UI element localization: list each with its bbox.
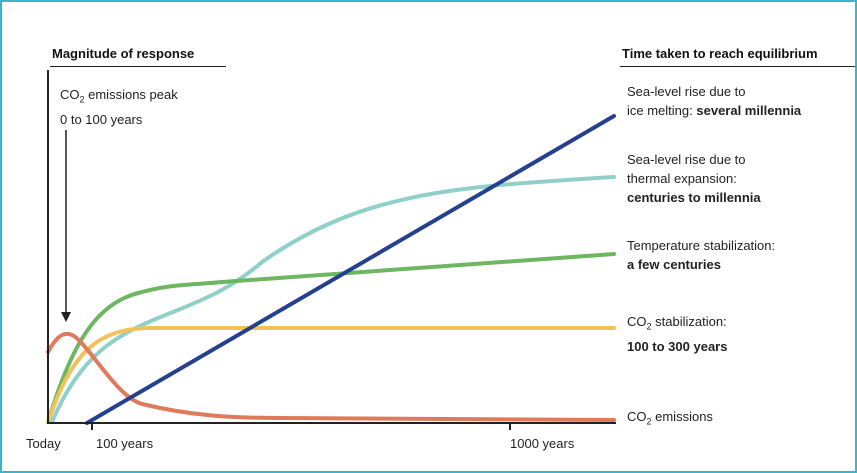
curve-co2-stabilization	[46, 326, 616, 424]
label-co2-stabilization: CO2 stabilization: 100 to 300 years	[627, 314, 728, 354]
tick-100-years: 100 years	[96, 436, 154, 451]
curve-sea-level-ice	[85, 114, 616, 425]
curve-co2-emissions	[46, 331, 616, 422]
label-sea-level-thermal: Sea-level rise due to thermal expansion:…	[627, 152, 761, 205]
left-header: Magnitude of response	[52, 46, 195, 61]
right-header: Time taken to reach equilibrium	[622, 46, 818, 61]
label-sea-level-ice: Sea-level rise due to ice melting: sever…	[627, 84, 802, 118]
label-temperature: Temperature stabilization: a few centuri…	[627, 238, 776, 272]
peak-arrow-head	[61, 312, 71, 322]
curve-temperature	[46, 252, 616, 424]
peak-note: CO2 emissions peak 0 to 100 years	[60, 87, 178, 127]
left-header-rule	[50, 66, 226, 67]
label-co2-emissions: CO2 emissions	[627, 409, 713, 427]
right-header-rule	[620, 66, 855, 67]
tick-today: Today	[26, 436, 61, 451]
curve-sea-level-thermal	[50, 175, 616, 424]
tick-1000-years: 1000 years	[510, 436, 575, 451]
